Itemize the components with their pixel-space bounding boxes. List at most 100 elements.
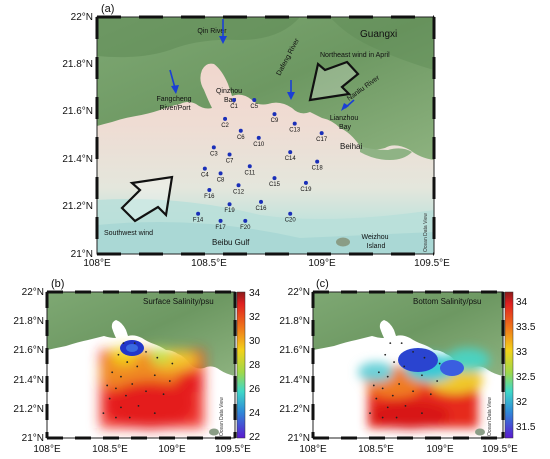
qin-river-arrow-icon bbox=[219, 19, 227, 44]
station-point bbox=[438, 362, 441, 365]
station-dot bbox=[256, 135, 261, 140]
station-label: F19 bbox=[224, 208, 235, 214]
station-point bbox=[115, 416, 117, 419]
odv-watermark-a: Ocean Data View bbox=[423, 213, 429, 252]
station-point bbox=[421, 374, 423, 377]
station-layer: C1 C5 C2 C9 C6 C13 C10 C17 C3 C7 C14 C4 C11 C18 C8 C15 C… bbox=[193, 97, 328, 231]
station-point bbox=[372, 384, 375, 387]
station-point bbox=[131, 383, 134, 385]
station-point bbox=[369, 412, 371, 415]
station-point bbox=[391, 394, 394, 397]
station-dot bbox=[315, 159, 320, 164]
station-label: C14 bbox=[285, 156, 297, 162]
station-label: C9 bbox=[271, 118, 279, 124]
label-qinzhou-bay: Qinzhou Bay bbox=[216, 88, 244, 104]
cbar-tick: 31.5 bbox=[516, 422, 536, 433]
station-label: C18 bbox=[312, 166, 324, 172]
xtick: 108°E bbox=[83, 258, 111, 269]
ne-wind-arrow-icon bbox=[308, 60, 360, 102]
dafeng-arrow-icon bbox=[287, 80, 295, 100]
station-point bbox=[381, 416, 384, 419]
ytick: 22°N bbox=[71, 12, 93, 23]
ytick: 21.8°N bbox=[62, 59, 93, 70]
station-point bbox=[108, 397, 111, 400]
frame-dash-border-c bbox=[311, 290, 505, 440]
cbar-tick: 33 bbox=[516, 347, 528, 358]
ytick: 21.4°N bbox=[62, 154, 93, 165]
station-point bbox=[153, 374, 156, 377]
station-point bbox=[436, 380, 439, 382]
title-surface-salinity: Surface Salinity/psu bbox=[143, 297, 214, 306]
station-label: C12 bbox=[233, 189, 245, 195]
station-point bbox=[384, 353, 387, 356]
station-label: C3 bbox=[210, 151, 218, 157]
cbar-tick: 32.5 bbox=[516, 372, 536, 383]
lianzhou-line2: Bay bbox=[339, 124, 352, 131]
frame-dash-border-b bbox=[45, 290, 237, 440]
station-point bbox=[423, 356, 426, 359]
station-point bbox=[375, 397, 378, 400]
station-label: C6 bbox=[237, 135, 245, 141]
colorbar-bottom bbox=[504, 291, 514, 439]
xtick: 109°E bbox=[158, 444, 186, 455]
station-point bbox=[120, 375, 122, 378]
station-point bbox=[156, 356, 159, 359]
ytick: 21.2°N bbox=[13, 404, 44, 415]
station-point bbox=[381, 387, 384, 390]
label-fangcheng: Fangcheng River/Port bbox=[157, 96, 194, 112]
panel-c-map: (c) Bottom Salinity/psu 22°N 21.8°N 21.6… bbox=[102, 278, 536, 455]
label-weizhou: Weizhou Island bbox=[361, 234, 390, 250]
coastline-land bbox=[97, 17, 434, 160]
station-dot bbox=[211, 145, 216, 150]
station-point bbox=[115, 387, 117, 390]
station-dot bbox=[303, 180, 308, 185]
xtick: 108.5°E bbox=[92, 444, 128, 455]
station-label: C13 bbox=[289, 128, 301, 134]
xtick: 109.5°E bbox=[215, 444, 251, 455]
station-dot bbox=[259, 199, 264, 204]
cbar-tick: 24 bbox=[249, 408, 261, 419]
station-point bbox=[400, 342, 403, 344]
station-point bbox=[393, 361, 395, 363]
qinzhou-line2: Bay bbox=[224, 97, 237, 104]
label-qin-river: Qin River bbox=[197, 28, 227, 35]
station-dot bbox=[227, 152, 232, 157]
odv-watermark-b: Ocean Data View bbox=[219, 397, 225, 436]
title-bottom-salinity: Bottom Salinity/psu bbox=[413, 297, 481, 306]
cbar-tick: 33.5 bbox=[516, 322, 536, 333]
ytick: 21.8°N bbox=[13, 316, 44, 327]
xtick: 109°E bbox=[426, 444, 454, 455]
xtick: 109.5°E bbox=[482, 444, 518, 455]
station-dot bbox=[218, 171, 223, 176]
station-point bbox=[125, 394, 127, 397]
xtick: 108.5°E bbox=[191, 258, 227, 269]
fangcheng-line1: Fangcheng bbox=[157, 96, 192, 103]
qinzhou-line1: Qinzhou bbox=[216, 88, 242, 95]
label-beibu-gulf: Beibu Gulf bbox=[212, 238, 250, 247]
station-label: F17 bbox=[215, 225, 226, 231]
station-dot bbox=[227, 202, 232, 207]
ytick: 21.6°N bbox=[13, 345, 44, 356]
cbar-tick: 34 bbox=[516, 297, 528, 308]
ytick: 22°N bbox=[288, 287, 310, 298]
station-dot bbox=[218, 218, 223, 223]
station-point bbox=[412, 350, 414, 353]
station-dot bbox=[196, 211, 201, 216]
station-point bbox=[153, 412, 156, 415]
xtick: 109.5°E bbox=[414, 258, 450, 269]
panel-c-xaxis: 108°E 108.5°E 109°E 109.5°E bbox=[299, 444, 518, 455]
panel-a-xaxis: 108°E 108.5°E 109°E 109.5°E bbox=[83, 258, 450, 269]
station-dot bbox=[232, 97, 237, 102]
station-point bbox=[102, 412, 105, 415]
weizhou-line1: Weizhou bbox=[361, 234, 388, 241]
station-label: C1 bbox=[230, 104, 238, 110]
odv-watermark-c: Ocean Data View bbox=[487, 397, 493, 436]
station-point bbox=[137, 404, 140, 407]
station-point bbox=[128, 416, 131, 419]
ytick: 21.2°N bbox=[62, 201, 93, 212]
colorbar-surface bbox=[236, 291, 246, 439]
station-points-b bbox=[102, 342, 174, 419]
label-ne-wind: Northeast wind in April bbox=[320, 52, 390, 59]
station-label: F16 bbox=[204, 194, 215, 200]
cbar-tick: 32 bbox=[516, 397, 528, 408]
